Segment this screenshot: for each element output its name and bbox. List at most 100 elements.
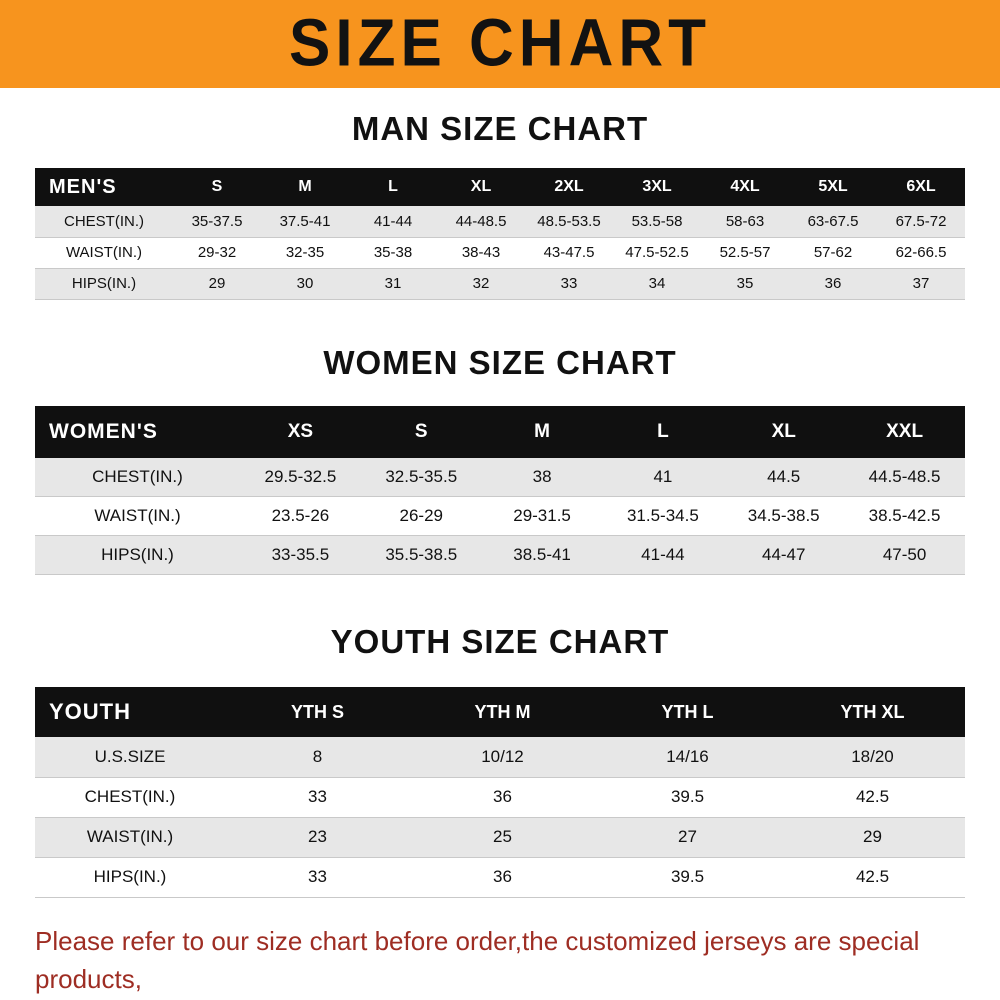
- measurement-value-cell: 35: [736, 275, 754, 292]
- measurement-value-cell: 35.5-38.5: [385, 545, 458, 564]
- measurement-value-cell: 35-38: [373, 244, 413, 261]
- measurement-value-cell: 38.5-42.5: [868, 506, 941, 525]
- measurement-value-cell: 37: [912, 275, 930, 292]
- men-size-table: MEN'S S M L XL 2XL 3XL 4XL 5XL 6XL CHEST(IN.) 35-37…: [35, 168, 965, 300]
- measurement-value-cell: 34: [648, 275, 666, 292]
- measurement-value-cell: 62-66.5: [895, 244, 947, 261]
- size-column-header: YTH S: [225, 687, 410, 737]
- row-label-cell: CHEST(IN.): [64, 212, 144, 230]
- measurement-value-cell: 47.5-52.5: [625, 244, 689, 261]
- youth-size-table: YOUTH YTH S YTH M YTH L YTH XL U.S.SIZE 8 10/12…: [35, 687, 965, 898]
- measurement-value-cell: 27: [678, 827, 697, 846]
- measurement-value-cell: 39.5: [670, 787, 705, 806]
- measurement-value-cell: 29-31.5: [513, 506, 571, 525]
- measurement-value-cell: 47-50: [882, 545, 927, 564]
- row-label-cell: HIPS(IN.): [101, 545, 174, 564]
- row-label-cell: U.S.SIZE: [94, 746, 166, 766]
- women-size-chart-section: WOMEN SIZE CHART WOMEN'S XS S M L XL XXL CHEST(…: [0, 344, 1000, 576]
- row-label-cell: CHEST(IN.): [84, 787, 176, 806]
- banner: SIZE CHART: [0, 0, 1000, 88]
- table-row: HIPS(IN.) 29 30 31 32 33 34 35 36 37: [35, 268, 965, 299]
- measurement-value-cell: 18/20: [851, 746, 894, 766]
- measurement-value-cell: 29: [208, 275, 226, 292]
- row-label-cell: CHEST(IN.): [92, 466, 183, 486]
- measurement-value-cell: 36: [493, 787, 512, 806]
- measurement-value-cell: 36: [493, 867, 512, 886]
- measurement-value-cell: 33: [560, 275, 578, 292]
- measurement-value-cell: 42.5: [855, 787, 890, 806]
- size-column-header: M: [261, 168, 349, 206]
- table-title-cell: WOMEN'S: [35, 405, 240, 458]
- size-column-header: L: [602, 405, 724, 458]
- measurement-value-cell: 30: [296, 275, 314, 292]
- measurement-value-cell: 23: [308, 827, 327, 846]
- measurement-value-cell: 52.5-57: [719, 244, 771, 261]
- measurement-value-cell: 44.5: [767, 466, 801, 486]
- measurement-value-cell: 23.5-26: [271, 506, 330, 525]
- table-title-cell: MEN'S: [35, 168, 173, 206]
- measurement-value-cell: 41: [653, 466, 673, 486]
- row-label-cell: WAIST(IN.): [86, 827, 174, 846]
- size-column-header: M: [481, 405, 603, 458]
- table-row: U.S.SIZE 8 10/12 14/16 18/20: [35, 737, 965, 777]
- size-column-header: S: [173, 168, 261, 206]
- measurement-value-cell: 38.5-41: [513, 545, 571, 564]
- measurement-value-cell: 35-37.5: [191, 212, 243, 230]
- measurement-value-cell: 48.5-53.5: [537, 212, 601, 230]
- size-column-header: 2XL: [525, 168, 613, 206]
- size-column-header: XL: [437, 168, 525, 206]
- measurement-value-cell: 29-32: [197, 244, 237, 261]
- measurement-value-cell: 32: [472, 275, 490, 292]
- measurement-value-cell: 63-67.5: [807, 212, 859, 230]
- measurement-value-cell: 29.5-32.5: [264, 466, 337, 486]
- youth-size-chart-heading: YOUTH SIZE CHART: [330, 623, 670, 660]
- measurement-value-cell: 39.5: [670, 867, 705, 886]
- measurement-value-cell: 32-35: [285, 244, 325, 261]
- table-header-row: MEN'S S M L XL 2XL 3XL 4XL 5XL 6XL: [35, 168, 965, 206]
- measurement-value-cell: 53.5-58: [631, 212, 683, 230]
- measurement-value-cell: 34.5-38.5: [747, 506, 820, 525]
- size-column-header: S: [360, 405, 482, 458]
- table-title-cell: YOUTH: [35, 687, 225, 737]
- man-size-chart-heading: MAN SIZE CHART: [351, 110, 649, 147]
- measurement-value-cell: 8: [312, 746, 323, 766]
- measurement-value-cell: 29: [863, 827, 882, 846]
- measurement-value-cell: 41-44: [641, 545, 685, 564]
- table-row: CHEST(IN.) 35-37.5 37.5-41 41-44 44-48.5 48.5…: [35, 206, 965, 237]
- measurement-value-cell: 31.5-34.5: [626, 506, 699, 525]
- measurement-value-cell: 31: [384, 275, 402, 292]
- table-row: WAIST(IN.) 23.5-26 26-29 29-31.5 31.5-34.5 34…: [35, 496, 965, 536]
- disclaimer-line-1: Please refer to our size chart before or…: [35, 925, 920, 994]
- measurement-value-cell: 42.5: [855, 867, 890, 886]
- size-column-header: 6XL: [877, 168, 965, 206]
- size-column-header: YTH M: [410, 687, 595, 737]
- table-header-row: YOUTH YTH S YTH M YTH L YTH XL: [35, 687, 965, 737]
- measurement-value-cell: 44-48.5: [455, 212, 507, 230]
- size-column-header: YTH L: [595, 687, 780, 737]
- measurement-value-cell: 44-47: [761, 545, 806, 564]
- measurement-value-cell: 43-47.5: [543, 244, 595, 261]
- table-row: HIPS(IN.) 33 36 39.5 42.5: [35, 857, 965, 897]
- row-label-cell: WAIST(IN.): [94, 506, 181, 525]
- table-header-row: WOMEN'S XS S M L XL XXL: [35, 405, 965, 458]
- size-column-header: L: [349, 168, 437, 206]
- measurement-value-cell: 36: [824, 275, 842, 292]
- measurement-value-cell: 44.5-48.5: [868, 466, 941, 486]
- size-column-header: XL: [723, 405, 845, 458]
- row-label-cell: HIPS(IN.): [93, 867, 167, 886]
- measurement-value-cell: 33: [308, 867, 327, 886]
- table-row: CHEST(IN.) 33 36 39.5 42.5: [35, 777, 965, 817]
- size-column-header: YTH XL: [780, 687, 965, 737]
- measurement-value-cell: 26-29: [399, 506, 443, 525]
- measurement-value-cell: 37.5-41: [279, 212, 331, 230]
- size-column-header: 4XL: [701, 168, 789, 206]
- table-row: HIPS(IN.) 33-35.5 35.5-38.5 38.5-41 41-44 44-…: [35, 535, 965, 575]
- man-size-chart-section: MAN SIZE CHART MEN'S S M L XL 2XL 3XL 4XL 5XL 6XL…: [0, 110, 1000, 300]
- table-row: WAIST(IN.) 23 25 27 29: [35, 817, 965, 857]
- measurement-value-cell: 58-63: [725, 212, 765, 230]
- measurement-value-cell: 38: [532, 466, 552, 486]
- measurement-value-cell: 10/12: [481, 746, 524, 766]
- disclaimer: Please refer to our size chart before or…: [35, 922, 965, 1000]
- measurement-value-cell: 41-44: [373, 212, 413, 230]
